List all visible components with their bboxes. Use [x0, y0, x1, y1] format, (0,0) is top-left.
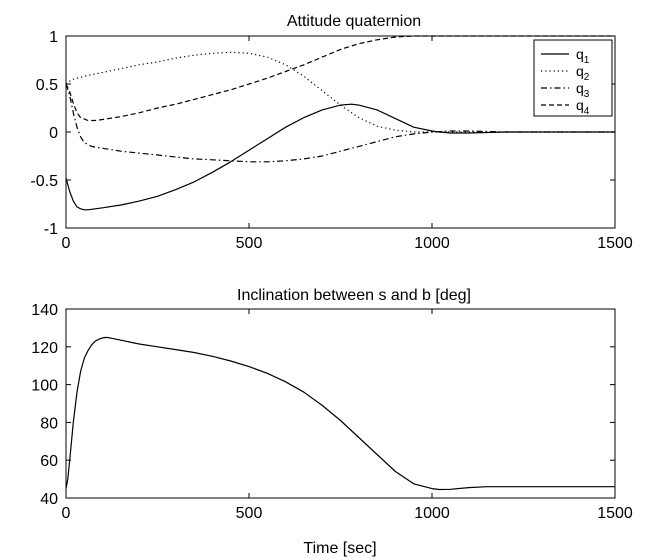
legend-subscript: 3: [584, 89, 590, 100]
y-tick-label: 120: [31, 340, 58, 357]
legend-label-q1: q1: [576, 46, 590, 66]
x-tick-label: 1000: [414, 235, 450, 252]
x-tick-label: 1500: [597, 505, 633, 522]
y-tick-label: 0: [49, 125, 58, 142]
chart-title: Inclination between s and b [deg]: [237, 287, 471, 304]
series-group: [65, 336, 615, 491]
x-tick-label: 0: [62, 235, 71, 252]
x-tick-label: 500: [236, 235, 263, 252]
y-tick-label: -0.5: [30, 173, 58, 190]
legend-name: q: [576, 46, 584, 62]
series-line-inclination: [65, 336, 615, 491]
y-tick-label: 60: [40, 453, 58, 470]
y-tick-label: 1: [49, 29, 58, 46]
y-tick-label: 40: [40, 491, 58, 508]
y-tick-label: -1: [44, 221, 58, 238]
legend-name: q: [576, 63, 584, 79]
series-line-q4: [65, 35, 615, 122]
plot-frame: [65, 308, 616, 499]
attitude-quaternion-chart: Attitude quaternion 0 500 1000 1500-1-0.500…: [30, 13, 632, 252]
axis-ticks: 0 500 1000 1500 40 60 80 100 120 140: [31, 302, 633, 522]
series-line-q2: [65, 51, 615, 133]
legend-subscript: 1: [584, 55, 590, 66]
legend-subscript: 4: [584, 106, 590, 117]
series-line-q3: [65, 83, 615, 163]
legend-subscript: 2: [584, 72, 590, 83]
series-group: [65, 35, 615, 211]
legend-label-q3: q3: [576, 80, 590, 100]
legend-box: [533, 39, 613, 117]
x-tick-label: 500: [236, 505, 263, 522]
inclination-chart: Inclination between s and b [deg] 0 500 10…: [31, 287, 633, 557]
y-tick-label: 100: [31, 378, 58, 395]
x-tick-label: 1000: [414, 505, 450, 522]
axis-ticks: 0 500 1000 1500 -1 -0.5 0 0.5 1: [30, 29, 632, 252]
y-tick-label: 140: [31, 302, 58, 319]
x-tick-label: 1500: [597, 235, 633, 252]
legend-name: q: [576, 97, 584, 113]
x-tick-label: 0: [62, 505, 71, 522]
legend: q1 q2 q3 q4: [533, 39, 613, 117]
x-axis-label: Time [sec]: [303, 540, 376, 557]
chart-title: Attitude quaternion: [287, 13, 421, 30]
legend-label-q2: q2: [576, 63, 590, 83]
legend-name: q: [576, 80, 584, 96]
y-tick-label: 80: [40, 415, 58, 432]
series-line-q1: [65, 103, 615, 211]
legend-label-q4: q4: [576, 97, 590, 117]
y-tick-label: 0.5: [36, 77, 58, 94]
